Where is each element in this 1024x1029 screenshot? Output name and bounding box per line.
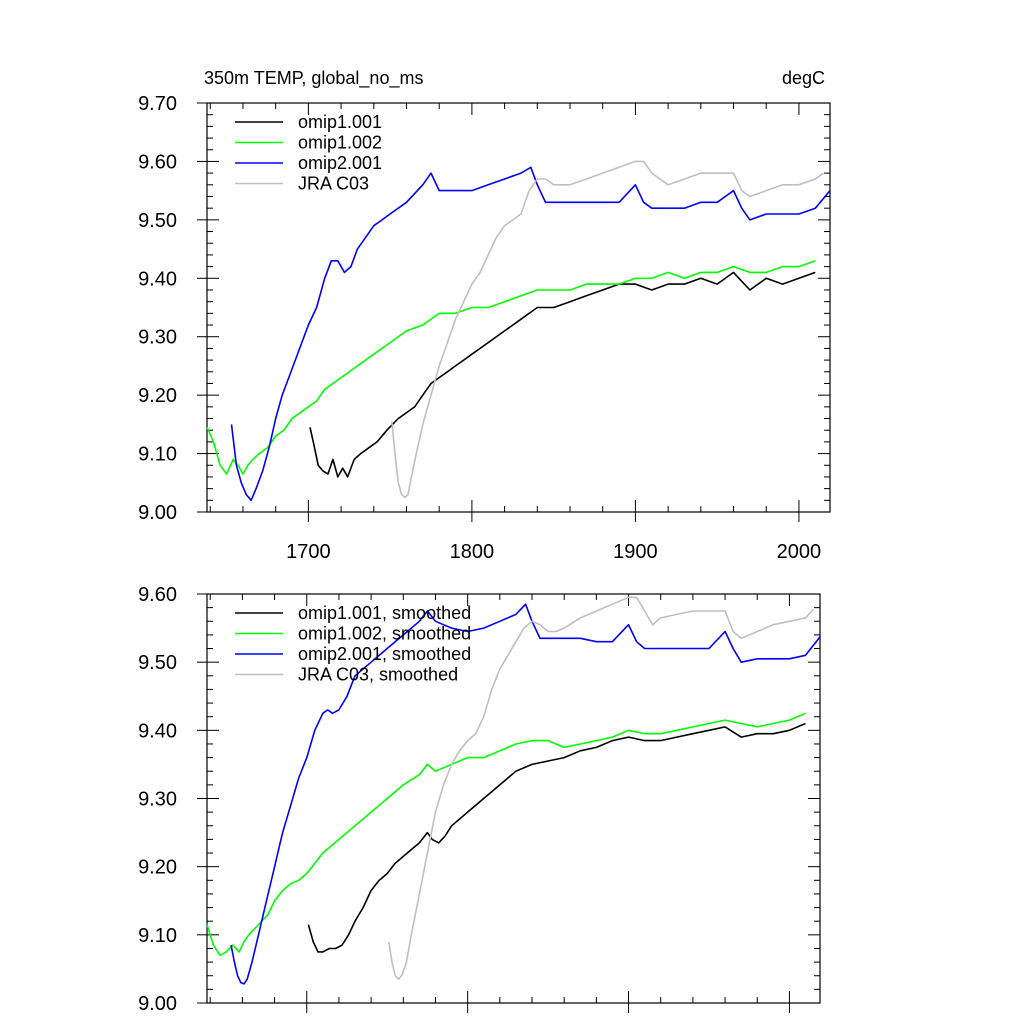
y-tick-label: 9.30 (138, 789, 177, 811)
y-tick-label: 9.30 (138, 327, 177, 349)
chart-units: degC (782, 68, 825, 88)
y-tick-label: 9.40 (138, 268, 177, 290)
series-line-3 (230, 603, 821, 985)
legend-label: omip1.001, smoothed (298, 603, 471, 623)
y-tick-label: 9.20 (138, 385, 177, 407)
y-tick-label: 9.60 (138, 584, 177, 606)
x-tick-label: 1700 (286, 541, 331, 563)
y-tick-label: 9.10 (138, 444, 177, 466)
legend-label: omip1.002, smoothed (298, 624, 471, 644)
y-tick-label: 9.70 (138, 93, 177, 115)
legend-label: omip1.001 (298, 112, 382, 132)
series-line-4 (388, 596, 815, 980)
legend-label: JRA C03 (298, 174, 369, 194)
series-line-1 (307, 722, 806, 953)
legend-label: omip2.001, smoothed (298, 644, 471, 664)
series-line-4 (391, 160, 824, 499)
legend-label: omip1.002 (298, 133, 382, 153)
legend-label: omip2.001 (298, 153, 382, 173)
chart-panel-2: 9.00 9.10 9.20 9.30 9.40 9.50 9.60 omip1.001, s… (138, 584, 821, 1015)
series-line-1 (309, 271, 816, 478)
y-tick-label: 9.00 (138, 993, 177, 1015)
x-tick-label: 1900 (613, 541, 658, 563)
y-tick-label: 9.40 (138, 720, 177, 742)
y-tick-label: 9.50 (138, 652, 177, 674)
legend-label: JRA C03, smoothed (298, 665, 458, 685)
y-tick-label: 9.50 (138, 210, 177, 232)
chart-panel-1: 350m TEMP, global_no_ms degC 9.00 9.10 9.20 9… (138, 68, 831, 563)
x-tick-label: 1800 (450, 541, 495, 563)
series-line-3 (230, 166, 831, 502)
series-line-2 (206, 260, 816, 475)
x-tick-label: 2000 (777, 541, 822, 563)
series-line-2 (206, 712, 806, 957)
y-tick-label: 9.00 (138, 502, 177, 524)
y-tick-label: 9.10 (138, 925, 177, 947)
y-tick-label: 9.20 (138, 857, 177, 879)
plot-frame (206, 102, 831, 513)
chart-title: 350m TEMP, global_no_ms (204, 68, 423, 89)
y-tick-label: 9.60 (138, 151, 177, 173)
